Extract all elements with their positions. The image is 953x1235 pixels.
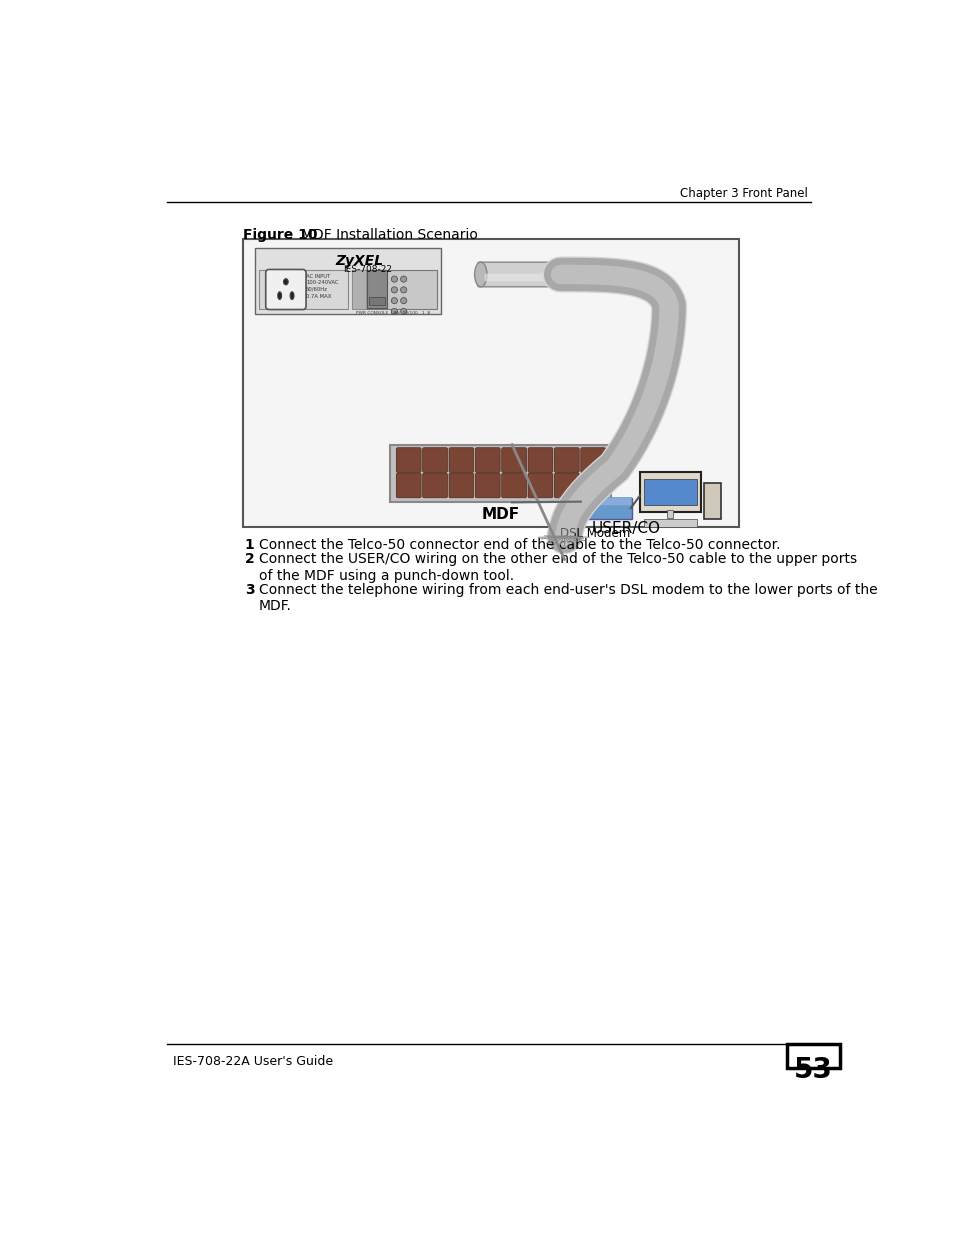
Circle shape [400, 287, 406, 293]
Text: USER/CO: USER/CO [583, 268, 618, 278]
Circle shape [400, 275, 406, 282]
Bar [352, 270, 436, 309]
Text: DSL Modem: DSL Modem [559, 527, 630, 540]
Ellipse shape [277, 291, 281, 300]
FancyBboxPatch shape [484, 274, 547, 282]
Circle shape [391, 298, 397, 304]
Bar [643, 479, 696, 505]
Bar [367, 270, 386, 309]
Ellipse shape [283, 279, 288, 285]
FancyBboxPatch shape [580, 448, 605, 472]
Text: AC INPUT
100-240VAC
50/60Hz
0.7A MAX: AC INPUT 100-240VAC 50/60Hz 0.7A MAX [306, 274, 338, 299]
FancyBboxPatch shape [554, 473, 578, 498]
Circle shape [400, 309, 406, 315]
Bar [786, 1044, 840, 1068]
FancyBboxPatch shape [558, 498, 631, 519]
Text: Connect the USER/CO wiring on the other end of the Telco-50 cable to the upper p: Connect the USER/CO wiring on the other … [258, 552, 856, 583]
Ellipse shape [544, 261, 560, 288]
Text: USER/CO: USER/CO [591, 521, 659, 536]
Text: 53: 53 [794, 1056, 832, 1084]
FancyBboxPatch shape [422, 473, 447, 498]
Text: Connect the telephone wiring from each end-user's DSL modem to the lower ports o: Connect the telephone wiring from each e… [258, 583, 877, 614]
FancyBboxPatch shape [580, 473, 605, 498]
Bar [243, 240, 739, 527]
Text: IES-708-22A User's Guide: IES-708-22A User's Guide [173, 1055, 334, 1068]
Circle shape [391, 275, 397, 282]
FancyBboxPatch shape [554, 448, 578, 472]
Bar [390, 445, 611, 503]
FancyBboxPatch shape [475, 473, 499, 498]
Text: 1: 1 [245, 537, 254, 552]
FancyBboxPatch shape [528, 448, 553, 472]
Bar [254, 248, 440, 314]
FancyBboxPatch shape [449, 473, 474, 498]
FancyBboxPatch shape [395, 448, 420, 472]
FancyBboxPatch shape [449, 448, 474, 472]
FancyBboxPatch shape [422, 448, 447, 472]
Text: Chapter 3 Front Panel: Chapter 3 Front Panel [679, 186, 806, 200]
FancyBboxPatch shape [558, 496, 630, 505]
Text: MDF: MDF [481, 508, 519, 522]
FancyBboxPatch shape [528, 473, 553, 498]
Bar [258, 270, 348, 309]
Bar [369, 296, 385, 305]
Text: ZyXEL: ZyXEL [335, 254, 383, 268]
Text: Figure 10: Figure 10 [243, 227, 317, 242]
FancyBboxPatch shape [477, 262, 554, 287]
Ellipse shape [474, 262, 486, 287]
Bar [703, 483, 720, 520]
Circle shape [391, 309, 397, 315]
Bar [643, 520, 696, 527]
Ellipse shape [290, 291, 294, 300]
Text: 2: 2 [245, 552, 254, 567]
FancyBboxPatch shape [501, 473, 526, 498]
Bar [352, 270, 365, 309]
Text: PWR CONSOLE  LAN  10/100   1  8: PWR CONSOLE LAN 10/100 1 8 [355, 311, 429, 315]
FancyBboxPatch shape [266, 269, 306, 310]
Bar [639, 472, 700, 511]
Text: Connect the Telco-50 connector end of the cable to the Telco-50 connector.: Connect the Telco-50 connector end of th… [258, 537, 780, 552]
FancyBboxPatch shape [475, 448, 499, 472]
FancyBboxPatch shape [501, 448, 526, 472]
Text: IES-708-22: IES-708-22 [342, 266, 392, 274]
Circle shape [391, 287, 397, 293]
Circle shape [400, 298, 406, 304]
FancyBboxPatch shape [395, 473, 420, 498]
Text: MDF Installation Scenario: MDF Installation Scenario [301, 227, 477, 242]
Text: 3: 3 [245, 583, 254, 598]
Bar [666, 510, 673, 517]
